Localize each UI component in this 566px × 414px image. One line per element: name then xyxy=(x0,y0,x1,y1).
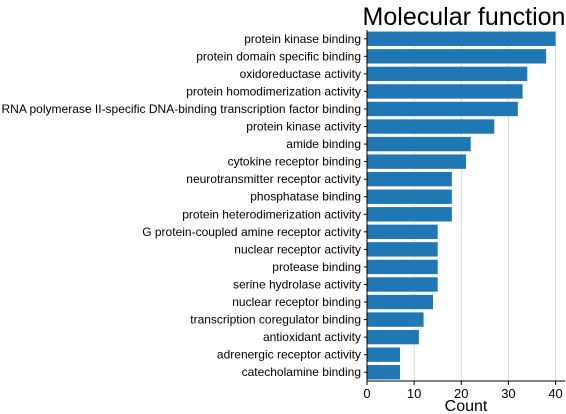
x-tick-label: 0 xyxy=(363,386,370,401)
x-tick-label: 30 xyxy=(501,386,515,401)
category-label: amide binding xyxy=(286,137,361,151)
bar xyxy=(367,31,556,46)
category-label: protein kinase activity xyxy=(246,120,361,134)
bar xyxy=(367,294,433,310)
category-label: protein kinase binding xyxy=(244,32,361,46)
bar xyxy=(367,154,466,169)
axes xyxy=(366,30,565,382)
bars xyxy=(367,31,556,380)
bar xyxy=(367,171,452,187)
bar xyxy=(367,66,528,82)
bar xyxy=(367,277,438,292)
bar xyxy=(367,207,452,222)
category-label: G protein-coupled amine receptor activit… xyxy=(142,225,361,239)
bar xyxy=(367,84,523,99)
x-tick-label: 20 xyxy=(454,386,468,401)
category-label: catecholamine binding xyxy=(242,365,361,379)
bar xyxy=(367,119,495,134)
category-label: nuclear receptor activity xyxy=(234,242,361,256)
bar xyxy=(367,365,400,380)
category-label: phosphatase binding xyxy=(250,190,361,204)
bar xyxy=(367,101,518,117)
category-label: oxidoreductase activity xyxy=(240,67,361,81)
category-label: neurotransmitter receptor activity xyxy=(186,172,361,186)
grid-lines xyxy=(413,30,557,381)
bar xyxy=(367,224,438,240)
bar xyxy=(367,329,419,345)
category-label: antioxidant activity xyxy=(263,330,361,344)
category-label: adrenergic receptor activity xyxy=(217,348,361,362)
category-label: transcription coregulator binding xyxy=(190,313,361,327)
category-label: protein domain specific binding xyxy=(196,49,361,63)
bar xyxy=(367,242,438,257)
bar xyxy=(367,347,400,362)
category-label: protease binding xyxy=(272,260,361,274)
category-label: protein homodimerization activity xyxy=(186,84,361,98)
bar xyxy=(367,136,471,152)
x-tick-labels: 0 10 20 30 40 xyxy=(363,381,563,401)
category-label: nuclear receptor binding xyxy=(232,295,361,309)
category-label: RNA polymerase II-specific DNA-binding t… xyxy=(2,102,362,116)
chart-title: Molecular function xyxy=(363,3,566,31)
category-label: serine hydrolase activity xyxy=(233,277,361,291)
x-axis-label: Count xyxy=(445,398,488,414)
bar xyxy=(367,189,452,204)
x-tick-label: 10 xyxy=(407,386,421,401)
category-label: cytokine receptor binding xyxy=(228,155,361,169)
category-label: protein heterodimerization activity xyxy=(182,207,361,221)
x-tick-label: 40 xyxy=(548,386,562,401)
category-labels: protein kinase binding protein domain spe… xyxy=(2,32,367,379)
bar xyxy=(367,259,438,275)
bar xyxy=(367,49,547,64)
bar xyxy=(367,312,424,327)
